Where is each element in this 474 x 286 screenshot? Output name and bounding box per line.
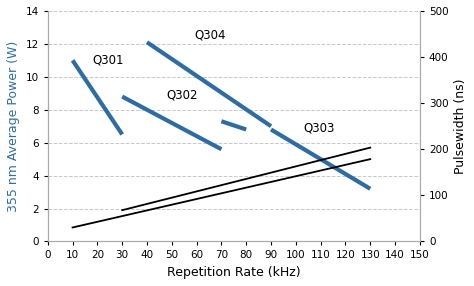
- Text: Q302: Q302: [167, 88, 198, 101]
- Text: Q301: Q301: [92, 54, 124, 67]
- Text: Q304: Q304: [194, 29, 226, 42]
- X-axis label: Repetition Rate (kHz): Repetition Rate (kHz): [167, 266, 301, 279]
- Text: Q303: Q303: [303, 121, 335, 134]
- Y-axis label: Pulsewidth (ns): Pulsewidth (ns): [454, 78, 467, 174]
- Y-axis label: 355 nm Average Power (W): 355 nm Average Power (W): [7, 41, 20, 212]
